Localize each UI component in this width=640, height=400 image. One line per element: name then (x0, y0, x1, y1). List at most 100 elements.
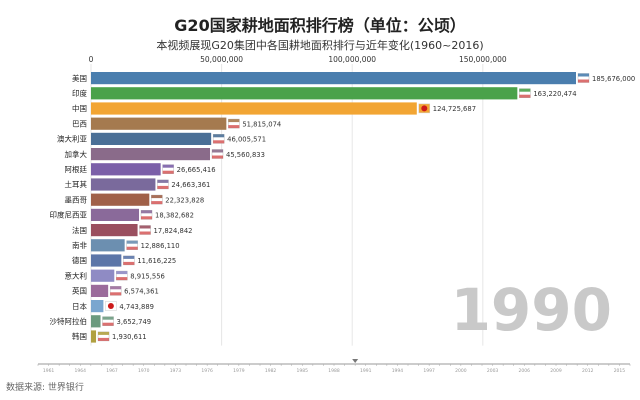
value-label: 11,616,225 (137, 257, 176, 265)
bar (91, 148, 211, 161)
value-label: 124,725,687 (433, 105, 476, 113)
flag-icon (157, 179, 169, 190)
timeline-year-label: 1976 (201, 368, 213, 374)
timeline-year-label: 2000 (455, 368, 467, 374)
x-tick-label: 100,000,000 (328, 55, 376, 64)
category-label: 阿根廷 (65, 164, 88, 174)
bar (91, 132, 212, 145)
timeline-year-label: 1970 (138, 368, 150, 374)
value-label: 6,574,361 (124, 288, 159, 296)
timeline-year-label: 1994 (392, 368, 404, 374)
timeline-year-label: 2006 (519, 368, 531, 374)
chart-subtitle: 本视频展现G20集团中各国耕地面积排行与近年变化(1960~2016) (156, 39, 484, 52)
timeline-year-label: 1982 (265, 368, 277, 374)
category-label: 印度尼西亚 (50, 210, 88, 220)
flag-icon (102, 316, 114, 326)
category-label: 韩国 (72, 331, 87, 341)
bar (91, 330, 97, 343)
year-watermark: 1990 (451, 276, 612, 344)
bar (91, 117, 227, 130)
bar (91, 254, 122, 267)
chart-title: G20国家耕地面积排行榜（单位：公顷） (174, 16, 466, 35)
value-label: 163,220,474 (533, 90, 576, 98)
bar (91, 269, 115, 282)
category-label: 土耳其 (65, 179, 88, 189)
bar (91, 224, 138, 237)
timeline-year-label: 2009 (550, 368, 562, 374)
category-label: 印度 (72, 88, 87, 98)
x-tick-label: 50,000,000 (200, 55, 243, 64)
flag-icon (105, 301, 117, 311)
flag-icon (140, 210, 153, 220)
bar (91, 102, 417, 115)
x-tick-label: 0 (89, 55, 94, 64)
timeline-year-label: 2015 (614, 368, 626, 374)
value-label: 185,676,000 (592, 75, 635, 83)
bar (91, 193, 150, 206)
value-label: 3,652,749 (117, 318, 152, 326)
value-label: 1,930,611 (112, 333, 147, 341)
category-label: 德国 (72, 255, 87, 265)
bar (91, 163, 161, 176)
value-label: 8,915,556 (130, 272, 165, 280)
timeline-year-label: 1967 (106, 368, 118, 374)
value-label: 26,665,416 (177, 166, 216, 174)
bars: 美国 185,676,000 印度 163,220,474 中国 124,725,687 巴… (50, 72, 635, 343)
flag-icon (151, 194, 163, 205)
timeline-year-label: 1979 (233, 368, 245, 374)
value-label: 4,743,889 (119, 303, 154, 311)
category-label: 澳大利亚 (57, 134, 87, 144)
timeline-year-label: 1961 (43, 368, 55, 374)
timeline-year-label: 1988 (328, 368, 340, 374)
bar (91, 300, 104, 313)
category-label: 法国 (72, 225, 87, 235)
timeline-year-label: 1997 (423, 368, 435, 374)
timeline-year-label: 2003 (487, 368, 499, 374)
value-label: 45,560,833 (226, 151, 265, 159)
category-label: 巴西 (72, 119, 87, 128)
value-label: 51,815,074 (242, 120, 281, 128)
value-label: 46,005,571 (227, 136, 266, 144)
category-label: 沙特阿拉伯 (50, 316, 88, 326)
bar (91, 178, 156, 191)
flag-icon (577, 73, 590, 83)
category-label: 中国 (72, 103, 87, 113)
value-label: 17,824,842 (154, 227, 193, 235)
bar (91, 72, 576, 85)
category-label: 南非 (72, 240, 87, 250)
timeline-year-label: 2012 (582, 368, 594, 374)
category-label: 意大利 (65, 270, 88, 280)
value-label: 24,663,361 (171, 181, 210, 189)
flag-icon (116, 270, 128, 281)
flag-icon (126, 240, 138, 250)
value-label: 12,886,110 (141, 242, 180, 250)
flag-icon (123, 255, 135, 266)
country-flags (97, 73, 590, 342)
category-label: 加拿大 (65, 149, 88, 159)
flag-icon (519, 88, 531, 98)
bar (91, 239, 125, 252)
flag-icon (139, 225, 151, 235)
flag-icon (418, 103, 431, 114)
timeline-year-label: 1964 (75, 368, 87, 374)
bar (91, 284, 109, 297)
flag-icon (109, 286, 122, 296)
flag-icon (211, 149, 224, 159)
category-label: 墨西哥 (65, 195, 88, 204)
flag-icon (162, 164, 174, 174)
flag-icon (212, 134, 225, 144)
timeline-marker[interactable] (352, 359, 359, 363)
value-label: 22,323,828 (165, 196, 204, 204)
bar (91, 87, 518, 100)
category-label: 日本 (72, 301, 87, 311)
timeline-year-label: 1985 (297, 368, 309, 374)
flag-icon (97, 331, 110, 342)
timeline-year-label: 1991 (360, 368, 372, 374)
category-label: 美国 (72, 73, 87, 83)
timeline-year-label: 1973 (170, 368, 182, 374)
timeline: 1961 1964 1967 1970 1973 1976 1979 1982 1985 1988… (37, 359, 631, 374)
bar (91, 208, 140, 221)
flag-icon (228, 118, 240, 129)
x-axis-ticks: 0 50,000,000 100,000,000 150,000,000 (89, 55, 507, 64)
